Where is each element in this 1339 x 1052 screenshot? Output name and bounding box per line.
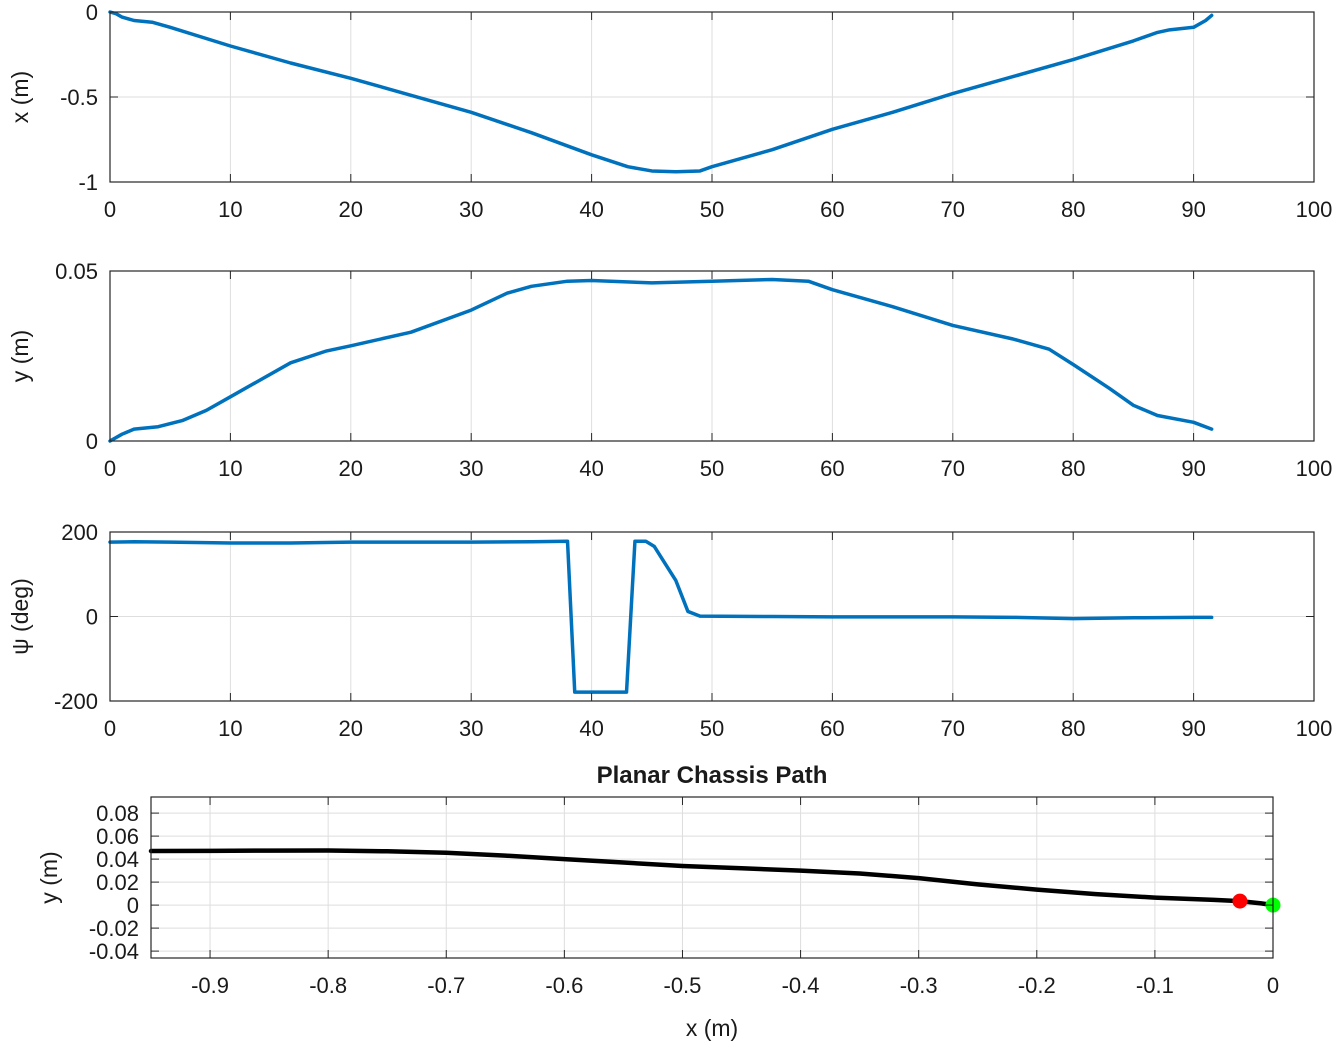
series-line-path	[148, 848, 1276, 908]
x-tick-label: 30	[459, 456, 483, 481]
x-tick-label: 40	[579, 456, 603, 481]
x-tick-label: 90	[1181, 197, 1205, 222]
x-tick-label: 10	[218, 716, 242, 741]
x-tick-label: 80	[1061, 197, 1085, 222]
x-tick-label: 0	[104, 716, 116, 741]
axes-box	[150, 796, 1274, 959]
end-marker	[1232, 893, 1248, 909]
x-tick-label: 100	[1296, 716, 1333, 741]
subplot-path: -0.9 -0.8 -0.7 -0.6 -0.5 -0.4 -0.3 -0.2 -0.1 0-0.…	[36, 762, 1281, 1041]
y-axis-label: y (m)	[36, 851, 62, 903]
x-tick-label: 60	[820, 716, 844, 741]
series-line-x	[108, 10, 1214, 174]
x-tick-label: -0.2	[1018, 973, 1056, 998]
x-tick-label: 80	[1061, 456, 1085, 481]
x-tick-label: 70	[941, 716, 965, 741]
y-tick-label: 0	[86, 429, 98, 454]
series-line-y	[108, 277, 1214, 443]
x-tick-label: 90	[1181, 456, 1205, 481]
x-tick-label: 10	[218, 197, 242, 222]
x-tick-label: 10	[218, 456, 242, 481]
y-axis-label: y (m)	[7, 330, 33, 382]
x-tick-label: 90	[1181, 716, 1205, 741]
x-tick-label: 0	[104, 456, 116, 481]
x-tick-label: 70	[941, 456, 965, 481]
y-tick-label: -1	[78, 170, 98, 195]
y-tick-label: -0.04	[89, 939, 139, 964]
subplot-y: 0 10 20 30 40 50 60 70 80 90 100 0 0.05 y (m)	[7, 259, 1332, 481]
y-tick-label: -200	[54, 689, 98, 714]
x-tick-label: 100	[1296, 456, 1333, 481]
y-axis-label: ψ (deg)	[7, 578, 33, 654]
y-axis-label: x (m)	[7, 71, 33, 123]
series-line-psi	[108, 539, 1214, 694]
y-tick-label: 0.02	[96, 870, 139, 895]
x-tick-label: -0.9	[191, 973, 229, 998]
x-tick-label: 30	[459, 716, 483, 741]
x-tick-label: -0.4	[782, 973, 820, 998]
y-tick-label: -0.5	[60, 85, 98, 110]
x-tick-label: 80	[1061, 716, 1085, 741]
y-tick-label: 0.05	[55, 259, 98, 284]
x-tick-label: -0.7	[427, 973, 465, 998]
x-tick-label: -0.6	[545, 973, 583, 998]
x-tick-label: -0.1	[1136, 973, 1174, 998]
y-tick-label: -0.02	[89, 916, 139, 941]
x-tick-label: 0	[1267, 973, 1279, 998]
x-tick-label: 0	[104, 197, 116, 222]
x-tick-label: 20	[339, 456, 363, 481]
y-tick-label: 0.04	[96, 847, 139, 872]
y-tick-label: 0.06	[96, 824, 139, 849]
x-tick-label: -0.8	[309, 973, 347, 998]
x-tick-label: 40	[579, 197, 603, 222]
x-tick-label: 50	[700, 716, 724, 741]
x-tick-label: 30	[459, 197, 483, 222]
x-tick-label: 50	[700, 197, 724, 222]
x-tick-label: 20	[339, 716, 363, 741]
x-tick-label: -0.5	[664, 973, 702, 998]
y-tick-label: 0	[127, 893, 139, 918]
x-tick-label: 100	[1296, 197, 1333, 222]
y-tick-label: 0.08	[96, 801, 139, 826]
x-tick-label: 50	[700, 456, 724, 481]
chart-title: Planar Chassis Path	[597, 762, 828, 789]
x-tick-label: 40	[579, 716, 603, 741]
y-tick-label: 0	[86, 0, 98, 25]
x-tick-label: 60	[820, 456, 844, 481]
y-tick-label: 0	[86, 605, 98, 630]
x-tick-label: 70	[941, 197, 965, 222]
y-tick-label: 200	[61, 520, 98, 545]
x-tick-label: 20	[339, 197, 363, 222]
x-axis-label: x (m)	[686, 1015, 738, 1041]
plot-area	[151, 797, 1273, 958]
x-tick-label: -0.3	[900, 973, 938, 998]
x-tick-label: 60	[820, 197, 844, 222]
subplot-x: 0 10 20 30 40 50 60 70 80 90 100 -1 -0.5 0 x (m)	[7, 0, 1332, 222]
